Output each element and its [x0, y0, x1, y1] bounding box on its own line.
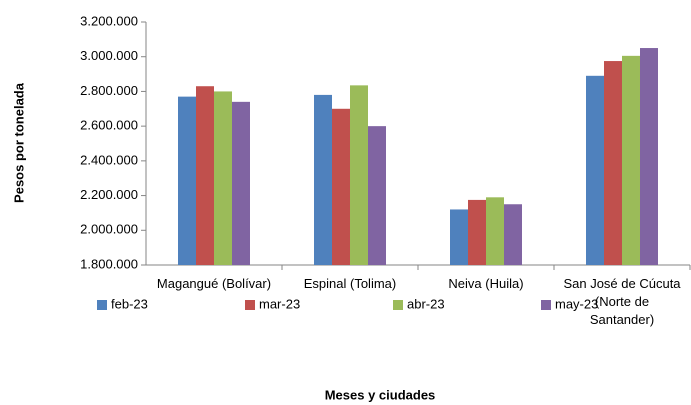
x-tick-label: Neiva (Huila) [448, 276, 523, 291]
bar [640, 48, 658, 266]
y-tick-label: 2.400.000 [80, 152, 138, 167]
bar [622, 55, 640, 265]
bar [604, 61, 622, 265]
y-tick-label: 2.800.000 [80, 83, 138, 98]
y-tick-label: 3.200.000 [80, 13, 138, 28]
legend-swatch [245, 300, 255, 310]
legend-swatch [541, 300, 551, 310]
bar [586, 75, 604, 265]
bar [486, 197, 504, 265]
bar [368, 126, 386, 266]
y-tick-label: 1.800.000 [80, 256, 138, 271]
y-tick-label: 2.200.000 [80, 187, 138, 202]
legend-label: abr-23 [407, 296, 445, 311]
y-tick-label: 2.600.000 [80, 118, 138, 133]
legend-label: may-23 [555, 296, 598, 311]
x-tick-label: Espinal (Tolima) [304, 276, 396, 291]
bar [450, 209, 468, 265]
x-axis-label: Meses y ciudades [325, 387, 436, 402]
legend-swatch [97, 300, 107, 310]
legend-label: feb-23 [111, 296, 148, 311]
bar [232, 101, 250, 265]
bar [468, 199, 486, 265]
y-tick-label: 2.000.000 [80, 222, 138, 237]
x-tick-label: Magangué (Bolívar) [157, 276, 271, 291]
bar [314, 94, 332, 266]
bar [196, 86, 214, 265]
bar [214, 91, 232, 265]
bar [350, 85, 368, 265]
x-tick-label: San José de Cúcuta (Norte de Santander) [563, 276, 681, 327]
y-axis-label: Pesos por tonelada [11, 82, 26, 203]
y-tick-label: 3.000.000 [80, 48, 138, 63]
legend-swatch [393, 300, 403, 310]
bar [332, 108, 350, 266]
bar [178, 96, 196, 265]
legend-label: mar-23 [259, 296, 300, 311]
bar [504, 204, 522, 265]
